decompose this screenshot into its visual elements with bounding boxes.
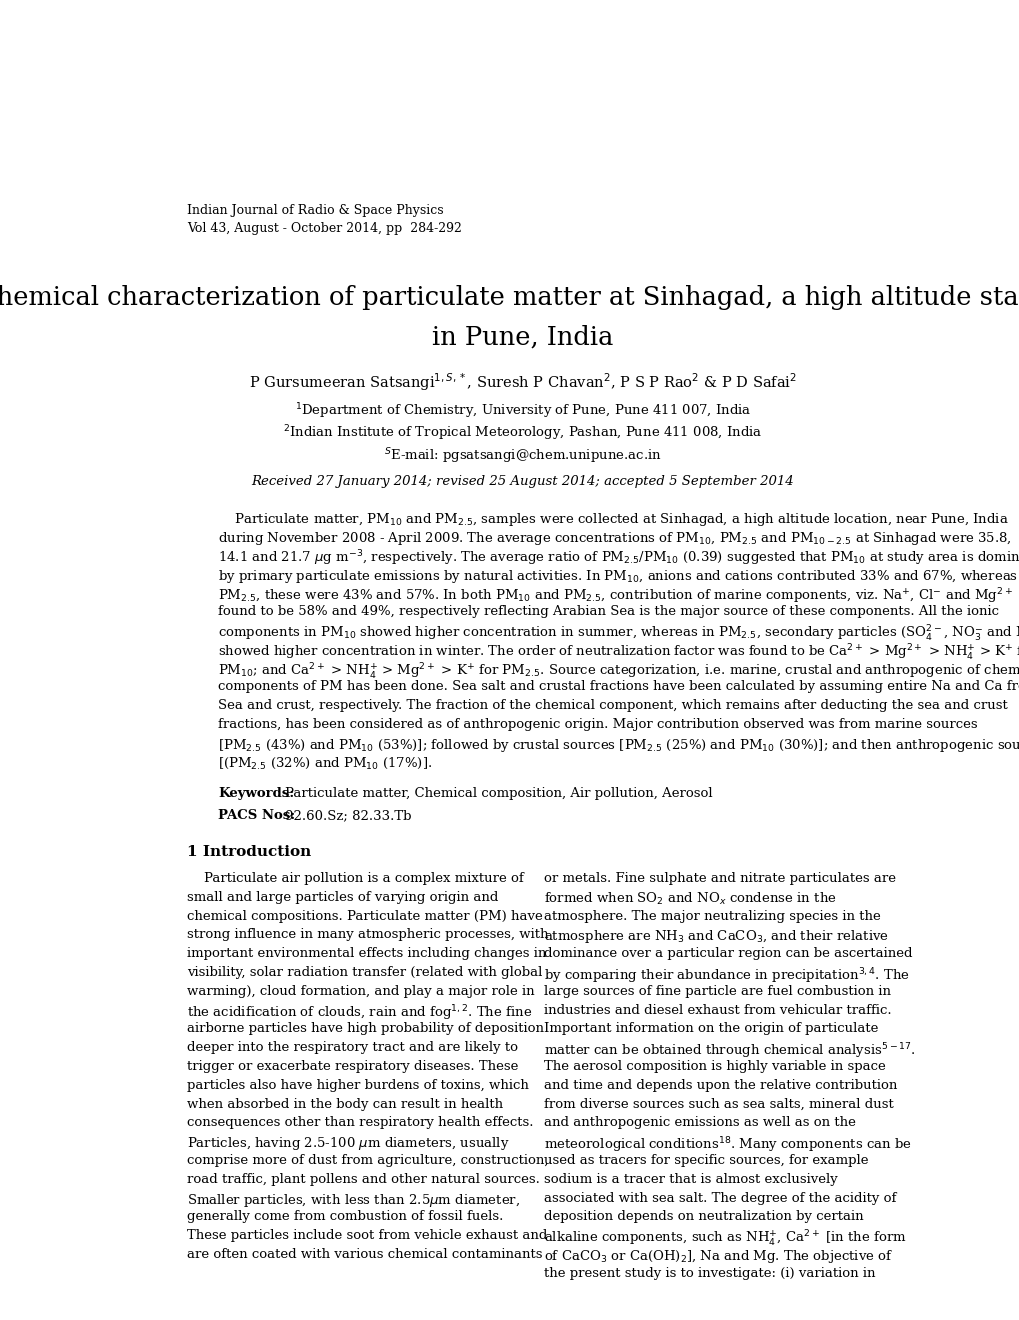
Text: Chemical characterization of particulate matter at Sinhagad, a high altitude sta: Chemical characterization of particulate… [0,285,1019,310]
Text: Received 27 January 2014; revised 25 August 2014; accepted 5 September 2014: Received 27 January 2014; revised 25 Aug… [252,474,793,487]
Text: deeper into the respiratory tract and are likely to: deeper into the respiratory tract and ar… [186,1041,518,1055]
Text: deposition depends on neutralization by certain: deposition depends on neutralization by … [543,1210,863,1224]
Text: P Gursumeeran Satsangi$^{1,S,*}$, Suresh P Chavan$^{2}$, P S P Rao$^{2}$ & P D S: P Gursumeeran Satsangi$^{1,S,*}$, Suresh… [249,371,796,392]
Text: Particulate air pollution is a complex mixture of: Particulate air pollution is a complex m… [186,873,523,884]
Text: [(PM$_{2.5}$ (32%) and PM$_{10}$ (17%)].: [(PM$_{2.5}$ (32%) and PM$_{10}$ (17%)]. [218,755,432,771]
Text: generally come from combustion of fossil fuels.: generally come from combustion of fossil… [186,1210,502,1224]
Text: [PM$_{2.5}$ (43%) and PM$_{10}$ (53%)]; followed by crustal sources [PM$_{2.5}$ : [PM$_{2.5}$ (43%) and PM$_{10}$ (53%)]; … [218,737,1019,754]
Text: Keywords:: Keywords: [218,787,294,800]
Text: of CaCO$_{3}$ or Ca(OH)$_{2}$], Na and Mg. The objective of: of CaCO$_{3}$ or Ca(OH)$_{2}$], Na and M… [543,1247,893,1265]
Text: atmosphere are NH$_{3}$ and CaCO$_{3}$, and their relative: atmosphere are NH$_{3}$ and CaCO$_{3}$, … [543,928,889,945]
Text: industries and diesel exhaust from vehicular traffic.: industries and diesel exhaust from vehic… [543,1003,891,1016]
Text: alkaline components, such as NH$_{4}^{+}$, Ca$^{2+}$ [in the form: alkaline components, such as NH$_{4}^{+}… [543,1229,906,1249]
Text: by primary particulate emissions by natural activities. In PM$_{10}$, anions and: by primary particulate emissions by natu… [218,568,1019,585]
Text: $^{2}$Indian Institute of Tropical Meteorology, Pashan, Pune 411 008, India: $^{2}$Indian Institute of Tropical Meteo… [283,424,761,444]
Text: The aerosol composition is highly variable in space: The aerosol composition is highly variab… [543,1060,884,1073]
Text: meteorological conditions$^{18}$. Many components can be: meteorological conditions$^{18}$. Many c… [543,1135,911,1155]
Text: visibility, solar radiation transfer (related with global: visibility, solar radiation transfer (re… [186,966,542,979]
Text: 1 Introduction: 1 Introduction [186,846,311,859]
Text: are often coated with various chemical contaminants: are often coated with various chemical c… [186,1247,542,1261]
Text: PACS Nos:: PACS Nos: [218,809,296,822]
Text: consequences other than respiratory health effects.: consequences other than respiratory heal… [186,1117,533,1130]
Text: Smaller particles, with less than 2.5$\mu$m diameter,: Smaller particles, with less than 2.5$\m… [186,1192,520,1209]
Text: 14.1 and 21.7 $\mu$g m$^{-3}$, respectively. The average ratio of PM$_{2.5}$/PM$: 14.1 and 21.7 $\mu$g m$^{-3}$, respectiv… [218,549,1019,569]
Text: road traffic, plant pollens and other natural sources.: road traffic, plant pollens and other na… [186,1172,539,1185]
Text: $^{1}$Department of Chemistry, University of Pune, Pune 411 007, India: $^{1}$Department of Chemistry, Universit… [294,401,750,421]
Text: strong influence in many atmospheric processes, with: strong influence in many atmospheric pro… [186,928,548,941]
Text: during November 2008 - April 2009. The average concentrations of PM$_{10}$, PM$_: during November 2008 - April 2009. The a… [218,529,1011,546]
Text: warming), cloud formation, and play a major role in: warming), cloud formation, and play a ma… [186,985,534,998]
Text: large sources of fine particle are fuel combustion in: large sources of fine particle are fuel … [543,985,891,998]
Text: Sea and crust, respectively. The fraction of the chemical component, which remai: Sea and crust, respectively. The fractio… [218,700,1007,711]
Text: components in PM$_{10}$ showed higher concentration in summer, whereas in PM$_{2: components in PM$_{10}$ showed higher co… [218,624,1019,644]
Text: found to be 58% and 49%, respectively reflecting Arabian Sea is the major source: found to be 58% and 49%, respectively re… [218,605,999,618]
Text: These particles include soot from vehicle exhaust and: These particles include soot from vehicl… [186,1229,546,1242]
Text: PM$_{2.5}$, these were 43% and 57%. In both PM$_{10}$ and PM$_{2.5}$, contributi: PM$_{2.5}$, these were 43% and 57%. In b… [218,586,1019,606]
Text: and time and depends upon the relative contribution: and time and depends upon the relative c… [543,1078,897,1092]
Text: used as tracers for specific sources, for example: used as tracers for specific sources, fo… [543,1154,868,1167]
Text: Important information on the origin of particulate: Important information on the origin of p… [543,1022,877,1035]
Text: important environmental effects including changes in: important environmental effects includin… [186,948,545,960]
Text: formed when SO$_{2}$ and NO$_{x}$ condense in the: formed when SO$_{2}$ and NO$_{x}$ conden… [543,891,836,907]
Text: or metals. Fine sulphate and nitrate particulates are: or metals. Fine sulphate and nitrate par… [543,873,896,884]
Text: Vol 43, August - October 2014, pp  284-292: Vol 43, August - October 2014, pp 284-29… [186,223,462,235]
Text: chemical compositions. Particulate matter (PM) have: chemical compositions. Particulate matte… [186,909,542,923]
Text: associated with sea salt. The degree of the acidity of: associated with sea salt. The degree of … [543,1192,896,1205]
Text: $^{S}$E-mail: pgsatsangi@chem.unipune.ac.in: $^{S}$E-mail: pgsatsangi@chem.unipune.ac… [383,446,661,466]
Text: dominance over a particular region can be ascertained: dominance over a particular region can b… [543,948,912,960]
Text: sodium is a tracer that is almost exclusively: sodium is a tracer that is almost exclus… [543,1172,837,1185]
Text: in Pune, India: in Pune, India [432,325,612,348]
Text: showed higher concentration in winter. The order of neutralization factor was fo: showed higher concentration in winter. T… [218,643,1019,663]
Text: Particulate matter, PM$_{10}$ and PM$_{2.5}$, samples were collected at Sinhagad: Particulate matter, PM$_{10}$ and PM$_{2… [218,511,1008,528]
Text: comprise more of dust from agriculture, construction,: comprise more of dust from agriculture, … [186,1154,548,1167]
Text: components of PM has been done. Sea salt and crustal fractions have been calcula: components of PM has been done. Sea salt… [218,680,1019,693]
Text: atmosphere. The major neutralizing species in the: atmosphere. The major neutralizing speci… [543,909,880,923]
Text: Particles, having 2.5-100 $\mu$m diameters, usually: Particles, having 2.5-100 $\mu$m diamete… [186,1135,508,1152]
Text: trigger or exacerbate respiratory diseases. These: trigger or exacerbate respiratory diseas… [186,1060,518,1073]
Text: when absorbed in the body can result in health: when absorbed in the body can result in … [186,1097,502,1110]
Text: Indian Journal of Radio & Space Physics: Indian Journal of Radio & Space Physics [186,205,443,216]
Text: from diverse sources such as sea salts, mineral dust: from diverse sources such as sea salts, … [543,1097,893,1110]
Text: small and large particles of varying origin and: small and large particles of varying ori… [186,891,497,904]
Text: matter can be obtained through chemical analysis$^{5-17}$.: matter can be obtained through chemical … [543,1041,915,1061]
Text: the acidification of clouds, rain and fog$^{1,2}$. The fine: the acidification of clouds, rain and fo… [186,1003,532,1023]
Text: 92.60.Sz; 82.33.Tb: 92.60.Sz; 82.33.Tb [284,809,411,822]
Text: particles also have higher burdens of toxins, which: particles also have higher burdens of to… [186,1078,528,1092]
Text: the present study is to investigate: (i) variation in: the present study is to investigate: (i)… [543,1267,874,1280]
Text: by comparing their abundance in precipitation$^{3,4}$. The: by comparing their abundance in precipit… [543,966,909,986]
Text: airborne particles have high probability of deposition: airborne particles have high probability… [186,1022,543,1035]
Text: Particulate matter, Chemical composition, Air pollution, Aerosol: Particulate matter, Chemical composition… [284,787,711,800]
Text: PM$_{10}$; and Ca$^{2+}$ > NH$_{4}^{+}$ > Mg$^{2+}$ > K$^{+}$ for PM$_{2.5}$. So: PM$_{10}$; and Ca$^{2+}$ > NH$_{4}^{+}$ … [218,661,1019,681]
Text: fractions, has been considered as of anthropogenic origin. Major contribution ob: fractions, has been considered as of ant… [218,718,977,731]
Text: and anthropogenic emissions as well as on the: and anthropogenic emissions as well as o… [543,1117,855,1130]
